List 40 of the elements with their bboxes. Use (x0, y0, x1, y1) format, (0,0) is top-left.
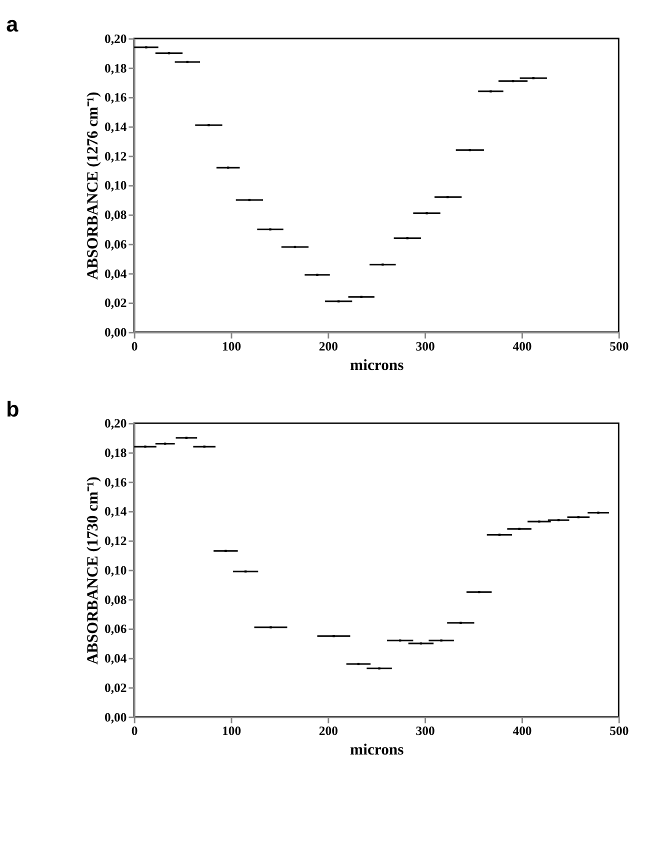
x-tick-label: 400 (512, 724, 532, 738)
y-tick-label: 0,20 (104, 416, 127, 431)
y-tick-label: 0,08 (104, 592, 127, 607)
y-tick-label: 0,14 (104, 504, 128, 519)
y-tick-label: 0,20 (104, 32, 127, 46)
x-tick-label: 200 (318, 339, 338, 354)
x-tick-label: 300 (416, 339, 435, 354)
y-tick-label: 0,06 (104, 622, 127, 636)
y-axis-title: ABSORBANCE (1730 cm⁻¹) (84, 476, 102, 665)
y-tick-label: 0,18 (104, 446, 127, 460)
x-tick-label: 0 (131, 339, 138, 354)
x-tick-label: 100 (222, 724, 242, 738)
y-tick-label: 0,16 (104, 90, 127, 105)
y-tick-label: 0,02 (104, 680, 127, 695)
y-tick-label: 0,18 (104, 61, 127, 76)
x-tick-label: 300 (416, 724, 435, 738)
y-tick-label: 0,00 (104, 710, 127, 724)
y-tick-label: 0,00 (104, 326, 127, 340)
x-axis-title: microns (350, 742, 404, 759)
x-tick-label: 400 (512, 339, 532, 354)
y-tick-label: 0,08 (104, 208, 127, 222)
x-tick-label: 500 (610, 724, 629, 738)
y-axis-title: ABSORBANCE (1276 cm⁻¹) (84, 92, 102, 280)
chart-title: a (6, 12, 20, 37)
y-tick-label: 0,12 (104, 534, 127, 548)
y-tick-label: 0,14 (104, 120, 128, 134)
y-tick-label: 0,16 (104, 475, 127, 490)
y-tick-label: 0,12 (104, 149, 127, 164)
x-tick-label: 500 (610, 339, 629, 354)
chart-title: b (6, 397, 20, 422)
x-tick-label: 0 (131, 724, 138, 738)
y-tick-label: 0,06 (104, 237, 127, 252)
y-tick-label: 0,02 (104, 296, 127, 310)
x-tick-label: 200 (318, 724, 338, 738)
x-tick-label: 100 (222, 339, 242, 354)
y-tick-label: 0,10 (104, 178, 127, 193)
y-tick-label: 0,10 (104, 563, 127, 578)
y-tick-label: 0,04 (104, 266, 128, 281)
x-axis-title: microns (350, 356, 404, 374)
y-tick-label: 0,04 (104, 652, 128, 666)
